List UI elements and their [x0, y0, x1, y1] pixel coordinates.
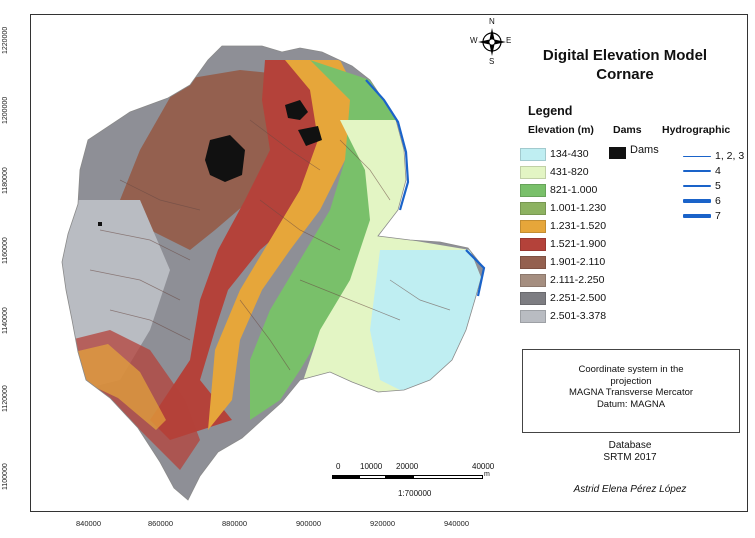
- elevation-label: 821-1.000: [550, 184, 598, 196]
- elevation-swatch: [520, 238, 546, 251]
- scale-unit: m: [484, 471, 490, 478]
- drainage-texture: [89, 119, 451, 371]
- elevation-swatch: [520, 256, 546, 269]
- legend-title: Legend: [528, 104, 573, 118]
- y-tick-label: 1120000: [2, 385, 9, 412]
- elevation-swatch: [520, 184, 546, 197]
- elevation-zone-1231-1520: [208, 60, 360, 430]
- hydro-label: 4: [715, 165, 721, 177]
- scale-segment: [359, 475, 386, 479]
- coord-line: Coordinate system in the: [578, 364, 684, 375]
- scale-segment: [386, 475, 413, 479]
- hydro-line-symbol: [683, 199, 711, 203]
- dam-reservoir-north: [285, 100, 308, 120]
- x-tick-label: 860000: [148, 519, 174, 528]
- dam-swatch: [609, 147, 626, 159]
- coord-line: MAGNA Transverse Mercator: [568, 387, 694, 398]
- elevation-swatch: [520, 220, 546, 233]
- elevation-label: 1.001-1.230: [550, 202, 607, 214]
- dam-reservoir-northeast: [298, 126, 322, 146]
- elevation-swatch: [520, 202, 546, 215]
- elevation-zone-1521-1900: [150, 60, 345, 440]
- elevation-label: 134-430: [550, 148, 589, 160]
- y-tick-label: 1220000: [2, 26, 9, 54]
- elevation-swatch: [520, 148, 546, 161]
- compass-south-label: S: [489, 57, 495, 66]
- compass-rose-icon: N S E W: [470, 17, 512, 66]
- compass-north-label: N: [489, 17, 495, 26]
- legend-hydro-heading: Hydrographic: [662, 124, 731, 136]
- dam-reservoir-large: [205, 135, 245, 182]
- x-tick-label: 940000: [444, 519, 470, 528]
- scale-tick: 20000: [396, 462, 419, 471]
- y-tick-label: 1160000: [2, 237, 9, 264]
- scale-tick: 0: [336, 462, 341, 471]
- legend-elevation-heading: Elevation (m): [528, 124, 594, 136]
- author-name: Astrid Elena Pérez López: [573, 484, 687, 495]
- y-tick-label: 1100000: [2, 463, 9, 490]
- scale-ratio: 1:700000: [398, 489, 432, 498]
- hydro-line-symbol: [683, 184, 711, 188]
- elevation-label: 1.231-1.520: [550, 220, 607, 232]
- compass-west-label: W: [470, 36, 478, 45]
- hydro-line-symbol: [683, 170, 711, 172]
- scale-tick: 40000: [472, 462, 495, 471]
- elevation-zone-southwest-low: [74, 344, 166, 430]
- elevation-label: 431-820: [550, 166, 589, 178]
- x-tick-label: 920000: [370, 519, 396, 528]
- hydro-line-symbol: [683, 155, 711, 157]
- elevation-label: 2.111-2.250: [550, 274, 605, 286]
- x-tick-label: 880000: [222, 519, 248, 528]
- hydro-label: 6: [715, 195, 721, 207]
- scale-tick: 10000: [360, 462, 383, 471]
- compass-east-label: E: [506, 36, 512, 45]
- coord-line: projection: [610, 375, 652, 387]
- elevation-swatch: [520, 166, 546, 179]
- major-river: [365, 79, 486, 297]
- database-source: SRTM 2017: [603, 452, 657, 463]
- dam-reservoir-small: [98, 222, 102, 226]
- elevation-label: 2.251-2.500: [550, 292, 607, 304]
- elevation-swatch: [520, 292, 546, 305]
- hydro-label: 1, 2, 3: [715, 150, 745, 162]
- coord-line: Datum: MAGNA: [596, 398, 666, 410]
- elevation-label: 1.521-1.900: [550, 238, 607, 250]
- map-title-line2: Cornare: [596, 66, 654, 83]
- x-tick-label: 900000: [296, 519, 322, 528]
- y-tick-label: 1180000: [2, 167, 9, 194]
- legend-dams-heading: Dams: [613, 124, 642, 136]
- scale-bar: 0 10000 20000 40000 m 1:700000: [330, 462, 494, 498]
- database-info: Database SRTM 2017: [560, 440, 700, 464]
- y-tick-label: 1200000: [2, 96, 9, 124]
- scale-segment: [332, 475, 359, 479]
- region-boundary: [61, 45, 485, 501]
- hydro-line-symbol: [683, 214, 711, 218]
- y-tick-label: 1140000: [2, 307, 9, 334]
- elevation-label: 1.901-2.110: [550, 256, 606, 268]
- elevation-swatch: [520, 310, 546, 323]
- x-tick-label: 840000: [76, 519, 102, 528]
- hydro-label: 7: [715, 210, 721, 222]
- hydro-label: 5: [715, 180, 721, 192]
- coordinate-system-box: Coordinate system in the projection MAGN…: [522, 349, 740, 433]
- scale-segment: [413, 475, 483, 479]
- database-heading: Database: [608, 440, 652, 451]
- dam-label: Dams: [630, 144, 659, 156]
- elevation-label: 2.501-3.378: [550, 310, 607, 322]
- elevation-zone-134-430: [370, 250, 484, 395]
- map-title-line1: Digital Elevation Model: [542, 47, 708, 64]
- elevation-swatch: [520, 274, 546, 287]
